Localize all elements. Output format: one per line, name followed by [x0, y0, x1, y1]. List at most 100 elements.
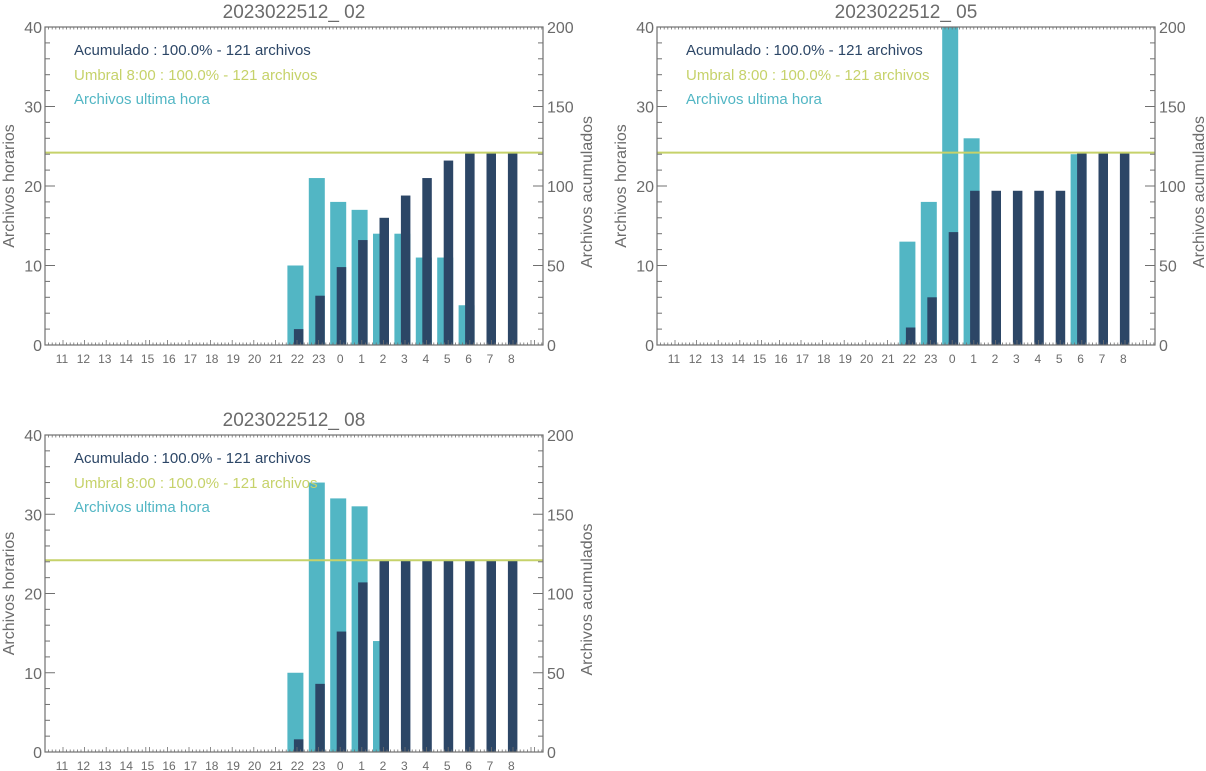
x-tick-label: 4: [422, 352, 429, 366]
right-tick-label: 100: [1159, 179, 1186, 196]
accumulated-bar-7: [486, 152, 496, 345]
left-tick-label: 30: [24, 507, 42, 524]
right-tick-label: 100: [547, 587, 574, 604]
accumulated-bar-0: [336, 631, 347, 752]
x-tick-label: 6: [1077, 352, 1084, 366]
accumulated-bar-5: [1055, 190, 1066, 345]
x-tick-label: 12: [77, 352, 91, 366]
x-tick-label: 22: [903, 352, 917, 366]
x-tick-label: 6: [465, 759, 472, 771]
y2-axis-title: Archivos acumulados: [579, 523, 596, 675]
x-tick-label: 6: [465, 352, 472, 366]
x-tick-label: 0: [337, 759, 344, 771]
x-tick-label: 19: [227, 759, 241, 771]
accumulated-bar-6: [1077, 152, 1087, 345]
x-tick-label: 18: [205, 759, 219, 771]
x-tick-label: 13: [710, 352, 724, 366]
legend-threshold: Umbral 8:00 : 100.0% - 121 archivos: [74, 67, 317, 84]
left-tick-label: 20: [24, 179, 42, 196]
accumulated-bar-23: [315, 295, 325, 345]
x-tick-label: 4: [422, 759, 429, 771]
x-tick-label: 11: [56, 759, 69, 771]
right-tick-label: 50: [1159, 259, 1177, 276]
x-tick-label: 1: [970, 352, 977, 366]
x-tick-label: 2: [380, 759, 387, 771]
right-tick-label: 150: [547, 100, 574, 117]
x-tick-label: 5: [444, 759, 451, 771]
x-tick-label: 15: [753, 352, 767, 366]
accumulated-bar-3: [400, 560, 411, 752]
x-tick-label: 13: [98, 352, 112, 366]
x-tick-label: 8: [1120, 352, 1127, 366]
x-tick-label: 20: [860, 352, 874, 366]
left-tick-label: 10: [24, 259, 42, 276]
y-axis-title: Archivos horarios: [1, 532, 18, 656]
left-tick-label: 0: [33, 338, 42, 355]
legend-accumulated: Acumulado : 100.0% - 121 archivos: [74, 450, 311, 467]
right-tick-label: 150: [547, 507, 574, 524]
hourly-bar-22: [287, 672, 304, 752]
x-tick-label: 7: [487, 759, 494, 771]
accumulated-bar-5: [443, 560, 454, 752]
legend-threshold: Umbral 8:00 : 100.0% - 121 archivos: [74, 475, 317, 492]
hourly-bar-22: [287, 265, 304, 345]
accumulated-bar-8: [507, 152, 518, 345]
left-tick-label: 30: [24, 100, 42, 117]
x-tick-label: 3: [1013, 352, 1020, 366]
accumulated-bar-22: [293, 739, 304, 752]
x-tick-label: 19: [839, 352, 853, 366]
x-tick-label: 17: [184, 352, 198, 366]
x-tick-label: 14: [732, 352, 746, 366]
chart-title: 2023022512_ 05: [835, 2, 978, 23]
accumulated-bar-6: [465, 560, 475, 752]
accumulated-bar-7: [486, 560, 496, 752]
x-tick-label: 16: [162, 759, 176, 771]
right-tick-label: 50: [547, 259, 565, 276]
chart-title: 2023022512_ 08: [223, 410, 366, 431]
right-tick-label: 50: [547, 666, 565, 683]
x-tick-label: 8: [508, 352, 515, 366]
accumulated-bar-23: [927, 297, 937, 345]
x-tick-label: 20: [248, 759, 262, 771]
accumulated-bar-0: [948, 232, 959, 345]
legend-hourly: Archivos ultima hora: [74, 91, 211, 108]
x-tick-label: 4: [1034, 352, 1041, 366]
left-tick-label: 40: [636, 20, 654, 37]
right-tick-label: 200: [547, 428, 574, 445]
x-tick-label: 17: [184, 759, 198, 771]
x-tick-label: 3: [401, 352, 408, 366]
left-tick-label: 40: [24, 20, 42, 37]
x-tick-label: 12: [77, 759, 91, 771]
accumulated-bar-5: [443, 160, 454, 345]
x-tick-label: 19: [227, 352, 241, 366]
accumulated-bar-1: [970, 190, 980, 345]
x-tick-label: 16: [162, 352, 176, 366]
accumulated-bar-1: [358, 582, 368, 752]
accumulated-bar-8: [507, 560, 518, 752]
x-tick-label: 16: [774, 352, 788, 366]
left-tick-label: 0: [645, 338, 654, 355]
right-tick-label: 200: [547, 20, 574, 37]
left-tick-label: 10: [24, 666, 42, 683]
accumulated-bar-22: [293, 329, 304, 345]
accumulated-bar-3: [1012, 190, 1023, 345]
x-tick-label: 2: [380, 352, 387, 366]
x-tick-label: 2: [992, 352, 999, 366]
right-tick-label: 200: [1159, 20, 1186, 37]
x-tick-label: 21: [269, 352, 283, 366]
x-tick-label: 5: [1056, 352, 1063, 366]
y-axis-title: Archivos horarios: [1, 124, 18, 248]
accumulated-bar-23: [315, 683, 325, 752]
x-tick-label: 11: [668, 352, 681, 366]
x-tick-label: 7: [1099, 352, 1106, 366]
accumulated-bar-3: [400, 195, 411, 345]
right-tick-label: 100: [547, 179, 574, 196]
accumulated-bar-4: [422, 178, 432, 345]
x-tick-label: 0: [337, 352, 344, 366]
right-tick-label: 0: [547, 745, 556, 762]
x-tick-label: 1: [358, 352, 365, 366]
x-tick-label: 3: [401, 759, 408, 771]
x-tick-label: 23: [312, 352, 326, 366]
